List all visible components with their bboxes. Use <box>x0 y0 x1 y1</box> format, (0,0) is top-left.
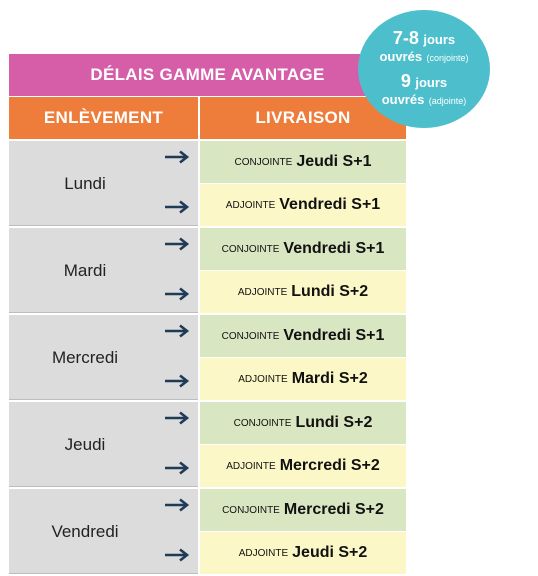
arrow-right-icon <box>164 200 192 214</box>
pickup-day-label: Jeudi <box>64 434 106 454</box>
delivery-conjointe: CONJOINTE Vendredi S+1 <box>200 228 406 270</box>
delivery-adjointe: ADJOINTE Vendredi S+1 <box>200 184 406 226</box>
pickup-day-cell: Vendredi <box>9 489 198 574</box>
delivery-type-label: CONJOINTE <box>233 417 292 429</box>
pickup-day-label: Mardi <box>63 260 107 280</box>
delivery-type-label: CONJOINTE <box>221 330 280 342</box>
delivery-day-label: Vendredi S+1 <box>283 327 385 344</box>
badge-conjointe-word: ouvrés <box>379 49 423 65</box>
arrow-right-icon <box>164 498 192 512</box>
badge-adjointe-unit: jours <box>415 75 448 90</box>
delivery-conjointe: CONJOINTE Lundi S+2 <box>200 402 406 444</box>
delivery-type-label: ADJOINTE <box>238 373 288 385</box>
badge-conjointe-unit: jours <box>423 32 456 48</box>
arrow-right-icon <box>164 287 192 301</box>
delivery-conjointe: CONJOINTE Jeudi S+1 <box>200 141 406 183</box>
delivery-type-label: CONJOINTE <box>221 243 280 255</box>
delivery-day-label: Vendredi S+1 <box>283 240 385 257</box>
pickup-day-cell: Jeudi <box>9 402 198 487</box>
delivery-conjointe: CONJOINTE Mercredi S+2 <box>200 489 406 531</box>
delivery-day-label: Mardi S+2 <box>291 370 368 387</box>
pickup-day-label: Mercredi <box>51 347 119 367</box>
pickup-day-cell: Mercredi <box>9 315 198 400</box>
pickup-day-cell: Mardi <box>9 228 198 313</box>
delivery-conjointe: CONJOINTE Vendredi S+1 <box>200 315 406 357</box>
badge-adjointe-kind: (adjointe) <box>428 95 467 106</box>
delivery-type-label: ADJOINTE <box>225 199 276 211</box>
delivery-type-label: CONJOINTE <box>222 504 280 516</box>
delivery-type-label: ADJOINTE <box>226 460 276 472</box>
arrow-right-icon <box>164 237 192 251</box>
badge-adjointe-days: 9 <box>400 71 411 91</box>
delivery-type-label: CONJOINTE <box>234 156 293 168</box>
table-title: DÉLAIS GAMME AVANTAGE <box>9 54 406 96</box>
delivery-adjointe: ADJOINTE Jeudi S+2 <box>200 532 406 574</box>
badge-adjointe-word: ouvrés <box>381 91 425 107</box>
delivery-adjointe: ADJOINTE Mardi S+2 <box>200 358 406 400</box>
arrow-right-icon <box>164 461 192 475</box>
pickup-header: ENLÈVEMENT <box>9 97 198 139</box>
pickup-day-label: Lundi <box>64 173 106 193</box>
delivery-type-label: ADJOINTE <box>237 286 288 298</box>
delivery-type-label: ADJOINTE <box>238 547 289 559</box>
delivery-day-label: Jeudi S+2 <box>292 544 368 561</box>
delivery-day-label: Mercredi S+2 <box>279 457 380 474</box>
delivery-day-label: Vendredi S+1 <box>279 196 381 213</box>
arrow-right-icon <box>164 150 192 164</box>
delivery-day-label: Jeudi S+1 <box>296 153 372 170</box>
delivery-day-label: Mercredi S+2 <box>283 501 384 518</box>
pickup-day-cell: Lundi <box>9 141 198 226</box>
arrow-right-icon <box>164 324 192 338</box>
badge-conjointe-kind: (conjointe) <box>426 53 469 64</box>
lead-time-badge: 7-8 jours ouvrés (conjointe) 9 jours ouv… <box>358 10 490 128</box>
delivery-day-label: Lundi S+2 <box>295 414 373 431</box>
delivery-adjointe: ADJOINTE Lundi S+2 <box>200 271 406 313</box>
pickup-day-label: Vendredi <box>51 521 119 541</box>
arrow-right-icon <box>164 374 192 388</box>
delivery-adjointe: ADJOINTE Mercredi S+2 <box>200 445 406 487</box>
badge-conjointe-days: 7-8 <box>392 28 419 49</box>
arrow-right-icon <box>164 411 192 425</box>
arrow-right-icon <box>164 548 192 562</box>
delivery-day-label: Lundi S+2 <box>291 283 369 300</box>
